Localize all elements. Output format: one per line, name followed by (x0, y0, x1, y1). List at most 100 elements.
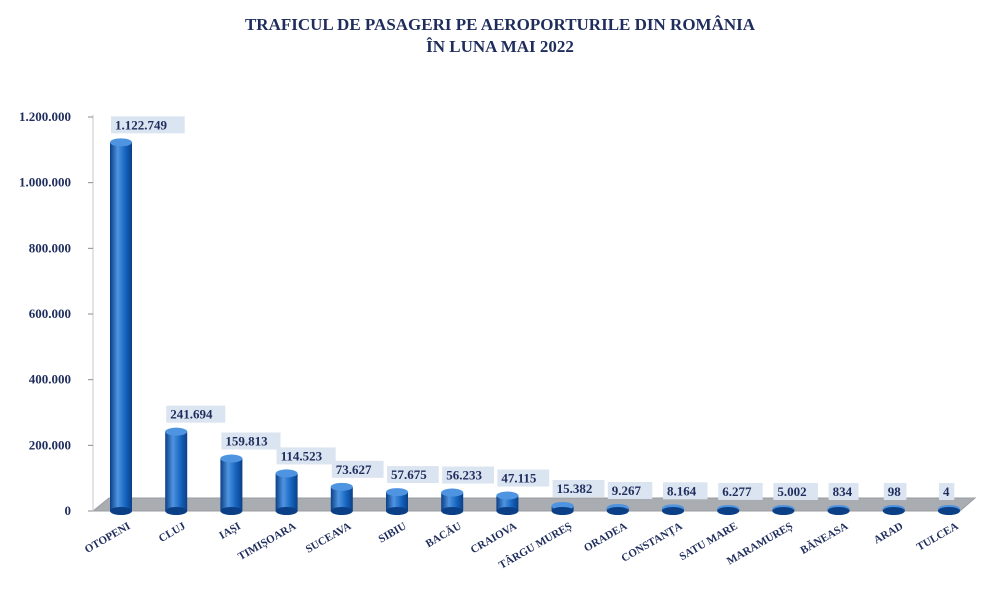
y-tick-label: 0 (65, 503, 72, 518)
data-label-bg (552, 479, 605, 497)
bar-bottom (882, 507, 905, 515)
bar-bottom (551, 507, 574, 515)
bar-top (110, 138, 132, 147)
y-tick-label: 1.000.000 (19, 175, 71, 190)
data-label: 834 (833, 484, 853, 499)
y-tick-label: 800.000 (29, 240, 71, 255)
bar (551, 501, 574, 515)
y-tick-label: 600.000 (29, 306, 71, 321)
data-label-bg (111, 116, 185, 134)
bar-body (496, 495, 519, 511)
x-tick-label: CONSTANȚA (619, 520, 684, 565)
bar (330, 482, 353, 515)
bar-body (386, 492, 408, 511)
x-tick-label: TIMIȘOARA (236, 520, 298, 563)
bar (110, 138, 132, 515)
x-tick-label: IAȘI (217, 520, 243, 542)
bar-body (441, 492, 464, 511)
bar-top (165, 427, 188, 436)
bar (441, 488, 464, 515)
bar (827, 505, 850, 515)
data-label: 57.675 (391, 467, 427, 482)
x-tick-label: BACĂU (424, 520, 464, 550)
bar (496, 491, 519, 515)
x-tick-label: SIBIU (377, 520, 409, 545)
data-label: 9.267 (612, 483, 642, 498)
data-label-bg (828, 483, 859, 500)
bar-bottom (772, 507, 795, 515)
x-tick-label: SUCEAVA (304, 520, 354, 556)
data-label: 47.115 (501, 471, 537, 486)
bar-bottom (220, 507, 243, 515)
x-tick-label: TULCEA (915, 520, 961, 553)
data-label: 114.523 (281, 448, 323, 463)
data-label-bg (166, 405, 226, 423)
bar-bottom (110, 507, 132, 515)
bar-body (165, 431, 188, 511)
data-label-bg (939, 483, 955, 500)
x-tick-label: ORADEA (582, 520, 629, 554)
y-tick-label: 1.200.000 (19, 109, 71, 124)
data-label: 15.382 (557, 481, 593, 496)
data-label: 56.233 (446, 468, 482, 483)
bar-body (275, 473, 298, 511)
bar-bottom (441, 507, 464, 515)
bar (220, 454, 243, 515)
data-label: 5.002 (777, 484, 806, 499)
bar-bottom (330, 507, 353, 515)
x-tick-label: ARAD (872, 520, 906, 546)
bar (275, 469, 298, 515)
bar (717, 504, 740, 515)
bar-top (441, 488, 464, 497)
bar-bottom (938, 507, 960, 515)
data-label-bg (497, 469, 550, 487)
bar (606, 503, 629, 515)
chart-title-line-1: TRAFICUL DE PASAGERI PE AEROPORTURILE DI… (244, 15, 756, 34)
bar-bottom (386, 507, 408, 515)
data-label-bg (607, 481, 653, 499)
bar-top (275, 469, 298, 478)
bar-bottom (275, 507, 298, 515)
bar-body (330, 486, 353, 511)
data-label: 1.122.749 (115, 117, 168, 132)
bar-body (220, 458, 243, 511)
data-label: 4 (943, 484, 950, 499)
y-tick-label: 400.000 (29, 372, 71, 387)
data-label-bg (387, 466, 439, 484)
bar (386, 488, 408, 515)
bar (165, 427, 188, 515)
data-label: 73.627 (336, 462, 372, 477)
data-label-bg (442, 466, 494, 484)
chart-title-line-2: ÎN LUNA MAI 2022 (426, 37, 574, 56)
chart-title: TRAFICUL DE PASAGERI PE AEROPORTURILE DI… (0, 14, 1000, 58)
x-tick-label: CRAIOVA (469, 520, 519, 556)
bar-top (386, 488, 408, 497)
bar-bottom (717, 507, 740, 515)
x-tick-label: OTOPENI (83, 520, 133, 556)
data-label-bg (718, 482, 763, 500)
bar-top (220, 454, 243, 463)
bar-body (110, 142, 132, 511)
bar-top (330, 482, 353, 491)
data-label-bg (221, 432, 281, 450)
bar (772, 505, 795, 515)
data-label-bg (663, 482, 708, 500)
bar-bottom (165, 507, 188, 515)
data-label-bg (331, 460, 384, 478)
bar (938, 505, 960, 515)
data-label: 8.164 (667, 483, 697, 498)
bar-top (496, 491, 519, 500)
bar-bottom (827, 507, 850, 515)
bar-bottom (606, 507, 629, 515)
data-label-bg (883, 483, 907, 500)
data-label: 159.813 (225, 434, 268, 449)
bar (882, 505, 905, 515)
data-label: 98 (888, 484, 902, 499)
bar-bottom (662, 507, 684, 515)
data-label: 6.277 (722, 484, 752, 499)
bar (662, 504, 684, 515)
x-tick-label: CLUJ (157, 520, 188, 545)
data-label: 241.694 (170, 407, 213, 422)
y-tick-label: 200.000 (29, 437, 71, 452)
